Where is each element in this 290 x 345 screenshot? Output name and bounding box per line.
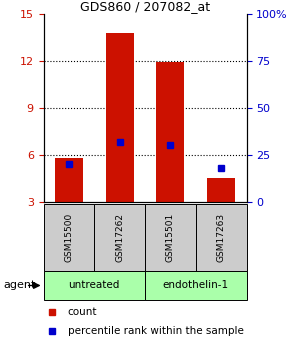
Text: GSM15500: GSM15500 (64, 213, 73, 262)
Text: GSM17263: GSM17263 (217, 213, 226, 262)
Text: count: count (68, 307, 97, 317)
Bar (196, 204, 246, 271)
Bar (156, 62, 184, 202)
Title: GDS860 / 207082_at: GDS860 / 207082_at (80, 0, 210, 13)
Bar (55, 158, 83, 202)
Text: untreated: untreated (68, 280, 120, 290)
Bar (207, 178, 235, 202)
Bar (44, 204, 94, 271)
Text: GSM17262: GSM17262 (115, 213, 124, 262)
Bar (145, 271, 246, 300)
Bar (145, 204, 196, 271)
Bar (106, 32, 134, 202)
Text: agent: agent (3, 280, 35, 290)
Bar (44, 271, 145, 300)
Text: endothelin-1: endothelin-1 (163, 280, 229, 290)
Text: GSM15501: GSM15501 (166, 213, 175, 262)
Bar (94, 204, 145, 271)
Text: percentile rank within the sample: percentile rank within the sample (68, 326, 244, 335)
